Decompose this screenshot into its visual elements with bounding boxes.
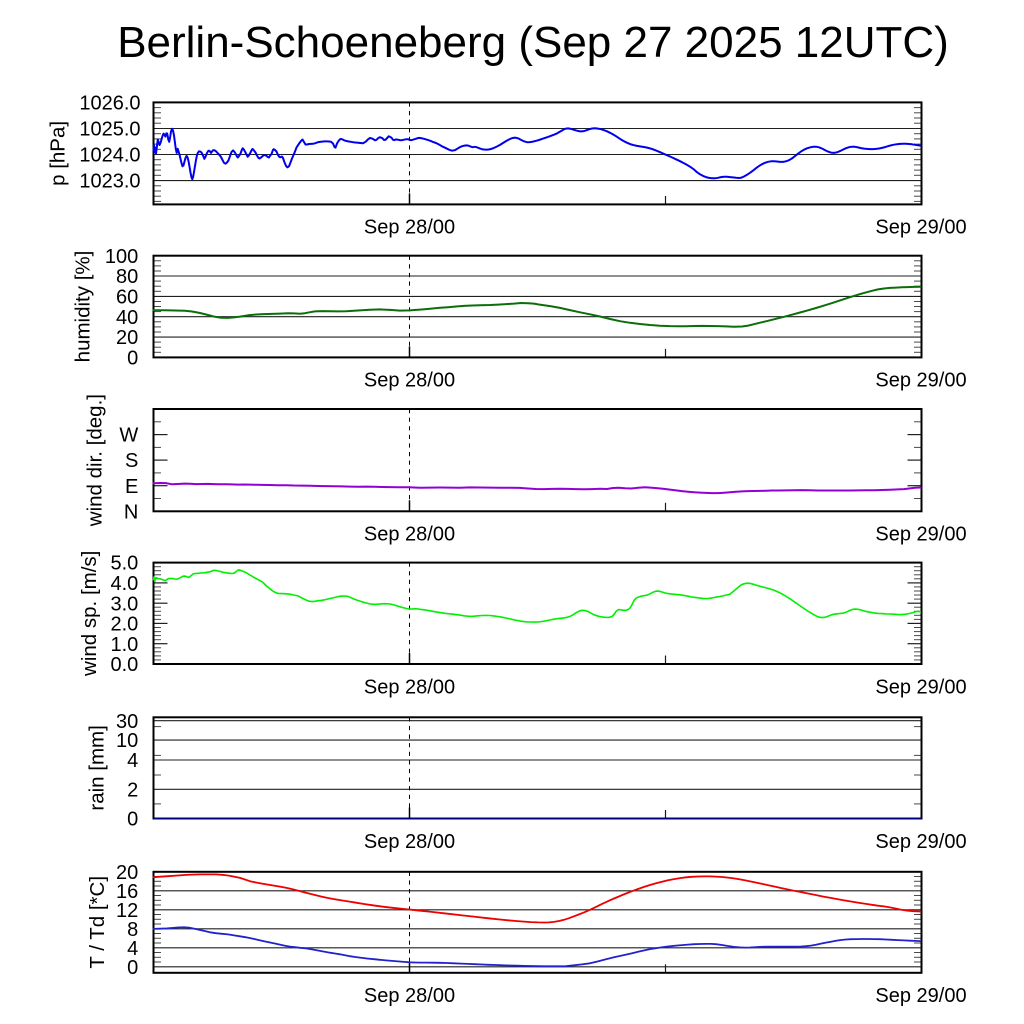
svg-text:60: 60 xyxy=(116,287,138,309)
svg-text:Berlin-Schoeneberg (Sep 27 202: Berlin-Schoeneberg (Sep 27 2025 12UTC) xyxy=(117,18,949,67)
svg-text:Sep 28/00: Sep 28/00 xyxy=(364,217,455,239)
svg-text:Sep 28/00: Sep 28/00 xyxy=(364,370,455,392)
svg-text:4: 4 xyxy=(127,750,138,772)
svg-text:0: 0 xyxy=(127,809,138,831)
svg-text:T / Td [*C]: T / Td [*C] xyxy=(86,876,109,969)
svg-text:10: 10 xyxy=(116,730,138,752)
svg-text:wind sp. [m/s]: wind sp. [m/s] xyxy=(78,551,101,677)
svg-text:Sep 28/00: Sep 28/00 xyxy=(364,524,455,546)
svg-text:Sep 29/00: Sep 29/00 xyxy=(875,524,966,546)
svg-text:8: 8 xyxy=(127,919,138,941)
svg-text:2: 2 xyxy=(127,779,138,801)
svg-text:100: 100 xyxy=(105,246,138,268)
svg-text:Sep 28/00: Sep 28/00 xyxy=(364,831,455,853)
svg-text:Sep 29/00: Sep 29/00 xyxy=(875,831,966,853)
svg-text:1.0: 1.0 xyxy=(110,634,138,656)
svg-text:N: N xyxy=(124,501,138,523)
svg-text:20: 20 xyxy=(116,862,138,884)
svg-text:1024.0: 1024.0 xyxy=(79,145,140,167)
svg-text:0: 0 xyxy=(127,957,138,979)
svg-text:Sep 29/00: Sep 29/00 xyxy=(875,370,966,392)
svg-text:3.0: 3.0 xyxy=(110,593,138,615)
svg-text:20: 20 xyxy=(116,327,138,349)
svg-text:80: 80 xyxy=(116,266,138,288)
svg-text:Sep 28/00: Sep 28/00 xyxy=(364,985,455,1007)
svg-text:1023.0: 1023.0 xyxy=(79,171,140,193)
svg-text:30: 30 xyxy=(116,711,138,733)
svg-text:0: 0 xyxy=(127,348,138,370)
svg-text:1025.0: 1025.0 xyxy=(79,119,140,141)
svg-text:16: 16 xyxy=(116,881,138,903)
svg-text:humidity [%]: humidity [%] xyxy=(72,251,95,363)
svg-text:12: 12 xyxy=(116,900,138,922)
svg-text:S: S xyxy=(125,450,138,472)
svg-text:W: W xyxy=(119,425,138,447)
svg-text:Sep 29/00: Sep 29/00 xyxy=(875,985,966,1007)
svg-text:5.0: 5.0 xyxy=(110,553,138,575)
svg-text:0.0: 0.0 xyxy=(110,654,138,676)
svg-text:Sep 28/00: Sep 28/00 xyxy=(364,676,455,698)
svg-text:wind dir. [deg.]: wind dir. [deg.] xyxy=(83,394,106,527)
svg-text:4: 4 xyxy=(127,938,138,960)
svg-text:2.0: 2.0 xyxy=(110,614,138,636)
svg-text:Sep 29/00: Sep 29/00 xyxy=(875,217,966,239)
svg-text:4.0: 4.0 xyxy=(110,573,138,595)
svg-text:E: E xyxy=(125,476,138,498)
svg-text:1026.0: 1026.0 xyxy=(79,93,140,115)
svg-text:rain [mm]: rain [mm] xyxy=(86,725,109,810)
svg-text:Sep 29/00: Sep 29/00 xyxy=(875,676,966,698)
svg-text:p [hPa]: p [hPa] xyxy=(47,121,70,186)
svg-text:40: 40 xyxy=(116,307,138,329)
